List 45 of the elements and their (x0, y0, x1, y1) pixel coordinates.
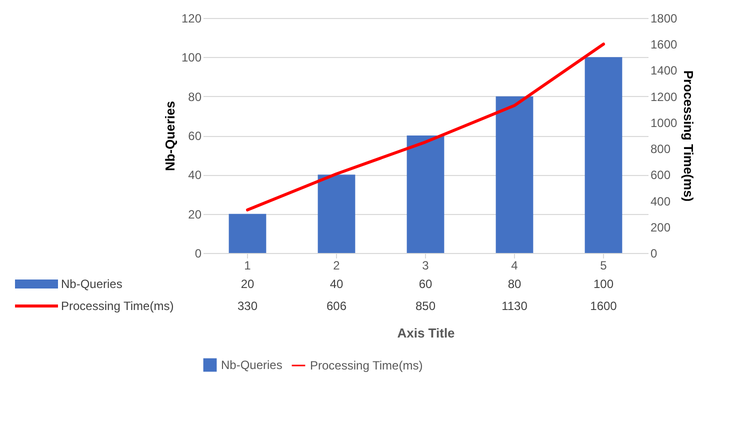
text: Nb-Queries (61, 277, 122, 291)
data-label: 60 (418, 277, 432, 291)
y2-tick-label: 1200 (650, 90, 678, 104)
y2-tick-label: 1600 (650, 38, 678, 52)
bar (406, 136, 444, 253)
y-tick-label: 80 (188, 90, 202, 104)
data-label: 20 (240, 277, 254, 291)
bar (228, 214, 266, 253)
y2-tick-label: 200 (650, 220, 671, 234)
y2-tick-label: 1800 (650, 12, 678, 26)
data-label: 606 (326, 299, 347, 313)
x-tick-label: 1 (244, 258, 252, 272)
data-label: 330 (237, 299, 258, 313)
y2-tick-label: 400 (650, 194, 671, 208)
y2-tick-label: 600 (650, 168, 671, 182)
x-tick-label: 2 (333, 258, 340, 272)
data-label: 80 (508, 277, 522, 291)
x-tick-label: 5 (600, 258, 608, 272)
y-tick-label: 100 (181, 50, 202, 65)
y2-tick-label: 1000 (650, 116, 678, 130)
data-label: 1600 (590, 299, 618, 313)
data-label: 1130 (502, 299, 528, 313)
legend-label: Nb-Queries (221, 358, 282, 372)
legend-label: Processing Time(ms) (61, 299, 174, 313)
x-axis-title: Axis Title (397, 326, 455, 340)
text: Processing Time(ms) (310, 358, 423, 372)
y-tick-label: 120 (181, 12, 202, 26)
line-series (246, 42, 605, 212)
y2-tick-label: 0 (650, 246, 658, 260)
y-axis-title: Nb-Queries (162, 100, 178, 172)
data-label: 40 (330, 277, 344, 291)
y-tick-label: 0 (194, 246, 202, 260)
y2-axis-title: Processing Time(ms) (681, 70, 696, 202)
x-tick-label: 4 (511, 258, 518, 272)
data-label: 100 (593, 277, 614, 291)
y2-tick-label: 1400 (650, 64, 678, 78)
y2-tick-label: 800 (650, 142, 671, 156)
bar (496, 96, 534, 253)
y-tick-label: 40 (188, 168, 202, 182)
y-tick-label: 20 (188, 207, 202, 222)
bar (584, 57, 622, 253)
data-label: 850 (415, 299, 436, 313)
x-tick-label: 3 (422, 258, 430, 272)
y-tick-label: 60 (188, 129, 202, 143)
bar (318, 174, 356, 253)
